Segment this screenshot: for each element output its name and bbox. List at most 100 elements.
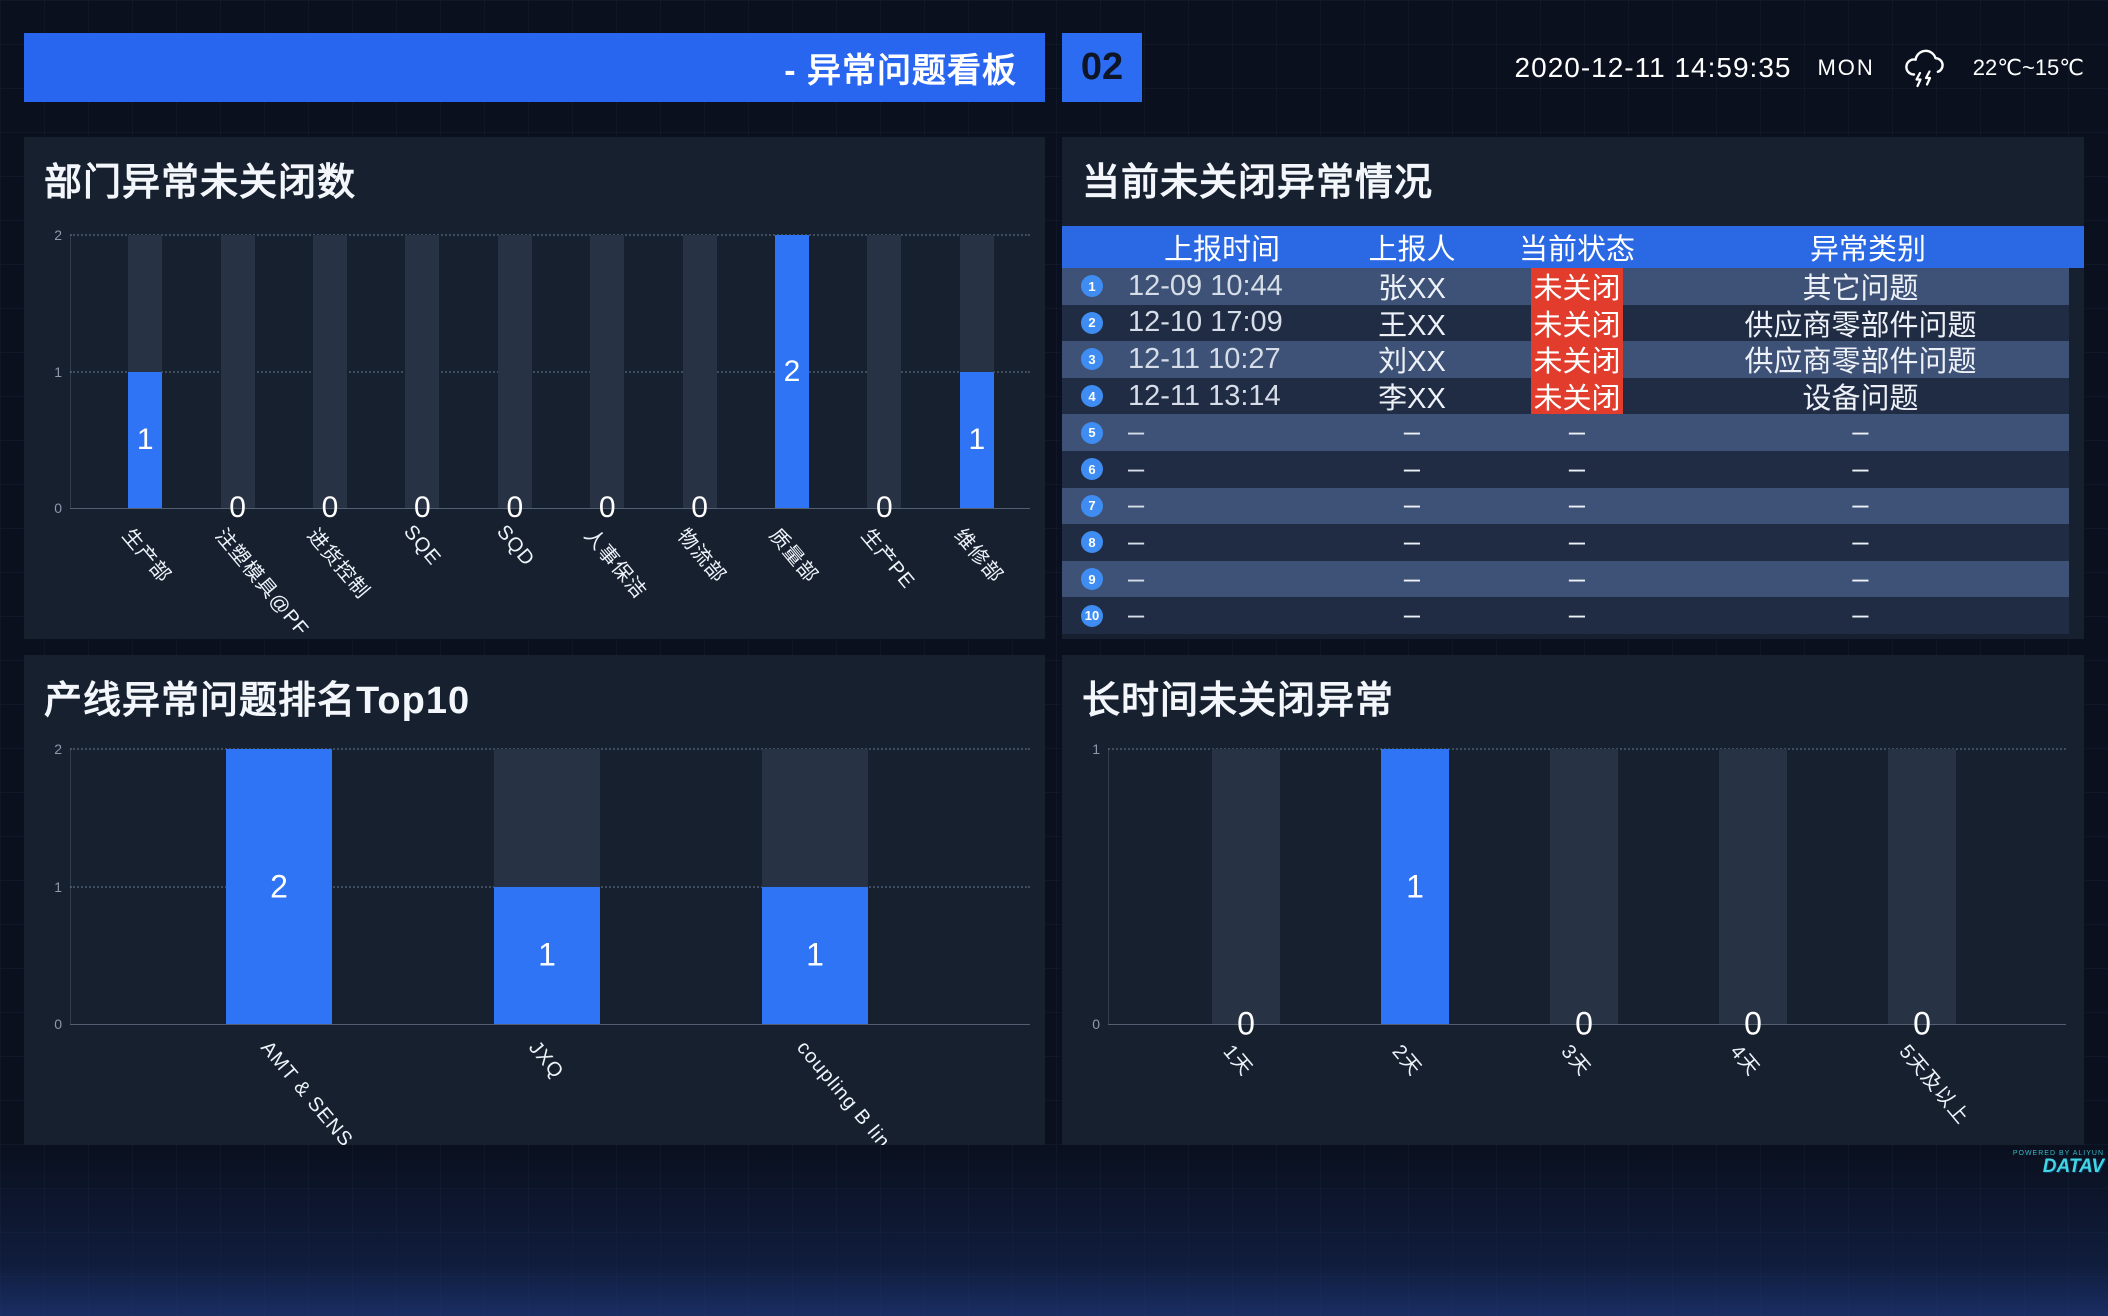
table-row: 2 12-10 17:09 王XX 未关闭 供应商零部件问题 [1062, 304, 2069, 342]
category-label: AMT & SENS [256, 1037, 358, 1145]
panel-line-rank-top10: 产线异常问题排名Top10 0 1 2 2 AMT & SENS 1 JXQ 1 couplin… [24, 655, 1045, 1145]
panel-title-dept: 部门异常未关闭数 [44, 162, 357, 204]
y-tick-label: 0 [1092, 1016, 1100, 1032]
status-unclosed-badge: 未关闭 [1531, 304, 1623, 342]
panel-longtime-unclosed: 长时间未关闭异常 0 1 0 1天 1 2天 0 3天 0 4天 0 5天及以上 [1062, 655, 2084, 1145]
bar-track [1212, 749, 1280, 1024]
status-placeholder: – [1568, 562, 1586, 595]
status-cell: – [1502, 561, 1652, 598]
status-cell: – [1502, 524, 1652, 561]
bar-value-label: 0 [598, 491, 616, 524]
datetime-label: 2020-12-11 14:59:35 [1514, 51, 1792, 83]
row-index-badge: 9 [1081, 568, 1103, 591]
bar-track [682, 235, 717, 508]
bar-track [867, 235, 902, 508]
reporter-cell: 刘XX [1378, 346, 1446, 379]
table-row: 4 12-11 13:14 李XX 未关闭 设备问题 [1062, 377, 2069, 415]
gridline-y1 [70, 370, 1030, 373]
category-label: coupling B lin [792, 1037, 895, 1145]
row-index-badge: 1 [1081, 275, 1103, 298]
panel-title-rank: 产线异常问题排名Top10 [44, 680, 471, 722]
table-header-row: 上报时间 上报人 当前状态 异常类别 [1062, 226, 2084, 268]
status-cell: – [1502, 597, 1652, 634]
status-placeholder: – [1568, 525, 1586, 558]
report-time-cell: – [1128, 489, 1145, 522]
reporter-cell: – [1403, 489, 1421, 522]
reporter-cell: 张XX [1378, 273, 1446, 306]
row-index-cell: 2 [1062, 305, 1122, 342]
category-cell: – [1852, 599, 1869, 632]
page-number-badge[interactable]: 02 [1062, 33, 1142, 102]
row-index-cell: 4 [1062, 378, 1122, 415]
category-label: 1天 [1218, 1040, 1257, 1081]
bar-value-label: 0 [876, 491, 893, 524]
page-title: - 异常问题看板 [784, 52, 1017, 90]
bar-track [1719, 749, 1787, 1024]
status-cell: – [1502, 451, 1652, 488]
reporter-cell: – [1403, 562, 1421, 595]
status-cell: – [1502, 414, 1652, 451]
bar-value-label: 1 [968, 422, 986, 456]
row-index-cell: 1 [1062, 268, 1122, 305]
temperature-label: 22℃~15℃ [1972, 54, 2084, 80]
category-label: 维修部 [949, 524, 1007, 588]
bar-value-label: 0 [414, 491, 431, 524]
row-index-badge: 8 [1081, 531, 1103, 554]
row-index-badge: 4 [1081, 385, 1103, 408]
table-row: 9 – – – – [1062, 560, 2069, 598]
category-label: 物流部 [672, 524, 730, 588]
bar-track [590, 235, 625, 508]
row-index-cell: 8 [1062, 524, 1122, 561]
row-index-badge: 7 [1081, 494, 1103, 517]
y-tick-label: 2 [54, 741, 62, 757]
bar-value-label: 0 [229, 491, 246, 524]
y-tick-label: 0 [54, 500, 62, 516]
y-axis-line [1108, 749, 1109, 1024]
dept-unclosed-bar-chart: 0 1 2 1 生产部 0 注塑模具@PF 0 进货控制 0 SQE 0 SQD 0 人事保洁 0 物流部 2 质量… [24, 137, 1045, 639]
col-header-report-time: 上报时间 [1163, 234, 1280, 266]
bar [762, 886, 868, 1024]
row-index-cell: 6 [1062, 451, 1122, 488]
category-label: 生产PE [856, 524, 920, 594]
x-axis-line [70, 508, 1030, 509]
bar [1381, 749, 1449, 1024]
reporter-cell: – [1403, 525, 1421, 558]
category-cell: – [1852, 525, 1869, 558]
bar-value-label: 1 [136, 422, 154, 456]
row-index-cell: 10 [1062, 597, 1122, 634]
row-index-cell: 5 [1062, 414, 1122, 451]
bar-value-label: 2 [270, 868, 288, 904]
category-cell: – [1852, 562, 1869, 595]
table-row: 5 – – – – [1062, 414, 2069, 451]
category-label: 质量部 [764, 524, 822, 588]
category-cell: – [1852, 452, 1869, 485]
status-cell: – [1502, 488, 1652, 525]
status-placeholder: – [1568, 452, 1586, 485]
bar [128, 371, 163, 508]
bar-track [220, 235, 255, 508]
reporter-cell: – [1403, 416, 1421, 449]
bar-value-label: 0 [1237, 1005, 1255, 1042]
category-label: 4天 [1725, 1040, 1764, 1081]
status-cell: 未关闭 [1502, 268, 1652, 305]
category-label: 5天及以上 [1894, 1040, 1974, 1129]
bar [494, 886, 600, 1024]
category-label: SQD [491, 521, 539, 571]
bar-value-label: 0 [1913, 1005, 1931, 1042]
category-label: 人事保洁 [579, 524, 651, 604]
status-unclosed-badge: 未关闭 [1531, 268, 1623, 305]
status-placeholder: – [1568, 489, 1586, 522]
category-cell: 供应商零部件问题 [1744, 309, 1977, 342]
table-row: 1 12-09 10:44 张XX 未关闭 其它问题 [1062, 268, 2069, 305]
y-tick-label: 1 [1092, 741, 1100, 757]
panel-current-unclosed-table: 当前未关闭异常情况 上报时间 上报人 当前状态 异常类别 1 12-09 10:44 张X… [1062, 137, 2084, 639]
category-label: SQE [399, 521, 446, 570]
dashboard-title-bar: - 异常问题看板 [24, 33, 1045, 102]
status-cell: 未关闭 [1502, 341, 1652, 378]
thunder-shower-cloud-icon [1901, 47, 1947, 89]
panel-title-longtime: 长时间未关闭异常 [1082, 680, 1395, 722]
status-cell: 未关闭 [1502, 304, 1652, 342]
table-row: 10 – – – – [1062, 597, 2069, 634]
report-time-cell: 12-10 17:09 [1128, 306, 1283, 339]
